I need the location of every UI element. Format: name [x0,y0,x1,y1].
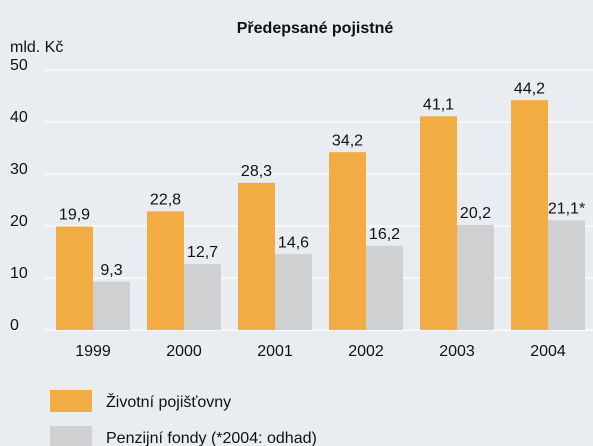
bar [366,245,403,330]
bar [275,254,312,330]
chart-title: Předepsané pojistné [237,20,394,37]
bar [420,116,457,330]
x-tick-label: 1999 [75,343,111,360]
data-label: 34,2 [332,132,363,149]
data-label: 19,9 [59,207,90,224]
bar [147,211,184,330]
x-tick-label: 2004 [530,343,566,360]
data-label: 14,6 [278,234,309,251]
data-label: 41,1 [423,96,454,113]
bar [56,226,93,330]
y-tick-label: 30 [10,161,28,178]
x-tick-label: 2001 [257,343,293,360]
data-label: 12,7 [187,244,218,261]
bar [457,224,494,330]
legend-swatch [50,426,92,446]
bar [184,263,221,330]
data-label: 21,1* [548,200,585,217]
data-label: 9,3 [100,262,122,279]
legend-swatch [50,390,92,412]
x-tick-label: 2002 [348,343,384,360]
y-tick-label: 0 [10,317,19,334]
legend-label: Penzijní fondy (*2004: odhad) [106,430,317,446]
bar [511,100,548,330]
y-tick-label: 40 [10,109,28,126]
x-tick-label: 2000 [166,343,202,360]
legend-label: Životní pojišťovny [106,392,231,411]
y-tick-label: 10 [10,265,28,282]
bar [238,182,275,330]
y-tick-label: 20 [10,213,28,230]
data-label: 16,2 [369,226,400,243]
y-tick-label: 50 [10,57,28,74]
y-axis-label: mld. Kč [10,39,63,56]
data-label: 44,2 [514,80,545,97]
bar [93,281,130,330]
data-label: 20,2 [460,205,491,222]
bar [548,220,585,330]
bar [329,152,366,330]
data-label: 22,8 [150,192,181,209]
x-tick-label: 2003 [439,343,475,360]
data-label: 28,3 [241,163,272,180]
